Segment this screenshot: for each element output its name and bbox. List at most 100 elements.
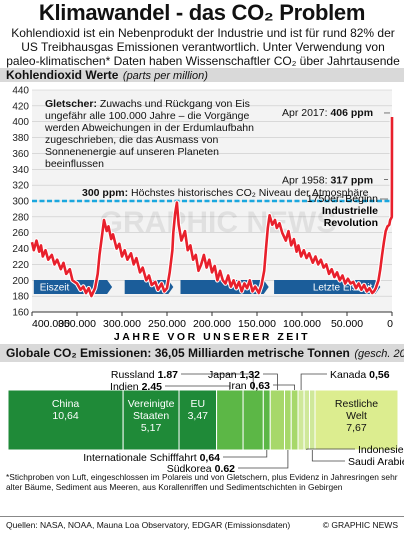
threshold-text: Höchstes historisches CO₂ Niveau der Atm… (131, 187, 369, 199)
emission-leader (300, 373, 327, 390)
footnote: *Stichproben von Luft, eingeschlossen im… (6, 472, 398, 492)
emission-leader (223, 450, 268, 458)
annotation-value: 317 ppm (330, 175, 373, 187)
y-tick-label: 240 (12, 244, 29, 255)
y-tick-label: 340 (12, 165, 29, 176)
y-tick-label: 260 (12, 228, 29, 239)
x-tick-label: 100.000 (283, 318, 321, 330)
y-tick-label: 440 (12, 86, 29, 97)
emission-category-label: Japan (208, 369, 240, 381)
x-tick-label: 200.000 (193, 318, 231, 330)
emission-category-label: Vereinigte (128, 398, 175, 410)
emission-category-label: Saudi Arabien (348, 456, 404, 468)
credit-text: © GRAPHIC NEWS (322, 520, 398, 530)
emissions-header-note: (gesch. 2015) (354, 348, 404, 360)
co2-header-band (0, 68, 404, 82)
ice-age-label-last: Letzte Eiszeit (313, 283, 373, 294)
x-tick-label: 50.000 (331, 318, 363, 330)
emission-external-label: Japan 1,32 (208, 369, 260, 381)
threshold-value: 300 ppm: (82, 187, 131, 199)
emission-value-label: 0,62 (215, 463, 236, 472)
y-tick-label: 220 (12, 260, 29, 271)
emission-category-label: Indonesien (358, 444, 404, 456)
co2-line (30, 116, 394, 298)
y-tick-label: 300 (12, 197, 29, 208)
y-tick-label: 160 (12, 308, 29, 319)
x-tick-label: 250.000 (148, 318, 186, 330)
y-tick-label: 280 (12, 212, 29, 223)
emission-category-label: Restliche (335, 398, 378, 410)
emissions-header: Globale CO₂ Emissionen: 36,05 Milliarden… (0, 344, 404, 362)
emission-bar (314, 389, 399, 451)
emission-value-label: 1.87 (158, 369, 179, 381)
emission-value-label: 7,67 (346, 422, 367, 434)
emission-bar (122, 389, 180, 451)
emission-bar (269, 389, 286, 451)
ice-age-label: Eiszeit (40, 283, 70, 294)
annotation-1958: Apr 1958: 317 ppm (282, 175, 373, 187)
emission-value-label: 10,64 (52, 410, 78, 422)
emission-value-label: 1,32 (240, 369, 261, 381)
emission-category-label: Internationale Schifffahrt (83, 452, 199, 464)
emission-leader (165, 385, 231, 390)
footer-divider (0, 516, 404, 517)
emission-leader (311, 450, 345, 462)
watermark: GRAPHIC NEWS (100, 206, 337, 239)
x-tick-label: 0 (387, 318, 393, 330)
annotation-2017: Apr 2017: 406 ppm (282, 107, 373, 119)
emission-bar (242, 389, 264, 451)
emission-external-label: Indien 2.45 (110, 381, 162, 393)
y-tick-label: 400 (12, 117, 29, 128)
emission-category-label: Indien (110, 381, 142, 393)
emission-category-label: China (52, 398, 80, 410)
glacier-note: Gletscher: Zuwachs und Rückgang von Eis u… (44, 98, 254, 170)
x-tick-label: 400.000 (32, 318, 70, 330)
emission-category-label: Welt (346, 410, 367, 422)
co2-header: Kohlendioxid Werte (parts per million) (6, 68, 208, 83)
emission-external-label: Internationale Schifffahrt 0,64 (83, 452, 220, 464)
emission-value-label: 0,56 (369, 369, 390, 381)
threshold-label: 300 ppm: Höchstes historisches CO₂ Nivea… (82, 187, 369, 199)
annotation-1750-line2: Industrielle (322, 205, 378, 217)
emission-category-label: Südkorea (167, 463, 215, 472)
co2-header-unit: (parts per million) (122, 70, 208, 82)
emission-external-label: Kanada 0,56 (330, 369, 390, 381)
emission-external-label: Indonesien 0,50 (358, 444, 404, 456)
co2-line-chart: 160 180 200 220 240 260 280 300 320 340 360 380 400 4… (12, 86, 395, 343)
emission-bar (216, 389, 244, 451)
glacier-note-line: werden Abweichungen in der Erdumlaufbahn (44, 122, 254, 134)
co2-header-title: Kohlendioxid Werte (6, 68, 119, 82)
emission-value-label: 5,17 (141, 422, 162, 434)
y-tick-label: 320 (12, 181, 29, 192)
y-tick-label: 360 (12, 149, 29, 160)
emission-external-label: Iran 0,63 (229, 380, 271, 392)
emission-leader (181, 373, 254, 390)
emission-external-label: Russland 1.87 (111, 369, 178, 381)
emission-bar (303, 389, 311, 451)
y-tick-label: 420 (12, 101, 29, 112)
sources-text: Quellen: NASA, NOAA, Mauna Loa Observato… (6, 520, 291, 530)
emission-external-label: Saudi Arabien 0,51 (348, 456, 404, 468)
emission-bar (178, 389, 218, 451)
emission-category-label: Kanada (330, 369, 369, 381)
emission-leader (273, 384, 296, 390)
emission-external-label: Südkorea 0,62 (167, 463, 235, 472)
emission-leader (238, 450, 289, 469)
y-tick-label: 380 (12, 133, 29, 144)
emission-category-label: EU (191, 398, 206, 410)
emission-value-label: 0,63 (250, 380, 271, 392)
glacier-note-bold: Gletscher: (45, 98, 97, 110)
glacier-note-line: Gletscher: Zuwachs und Rückgang von Eis (45, 98, 250, 110)
emission-category-label: Staaten (133, 410, 169, 422)
annotation-1750-line1: 1750er: Beginn (307, 193, 378, 205)
emission-value-label: 0,64 (200, 452, 221, 464)
x-axis-title: JAHRE VOR UNSERER ZEIT (114, 331, 310, 343)
y-tick-label: 180 (12, 292, 29, 303)
glacier-note-line: Sonnenenergie auf unseren Planeten (45, 146, 219, 158)
emission-bar (284, 389, 292, 451)
emission-bar (297, 389, 305, 451)
emission-leader (306, 448, 355, 450)
emission-bar (309, 389, 316, 451)
emission-value-label: 2.45 (142, 381, 163, 393)
glacier-note-line: ungefähr alle 100.000 Jahre – die Vorgän… (45, 110, 249, 122)
